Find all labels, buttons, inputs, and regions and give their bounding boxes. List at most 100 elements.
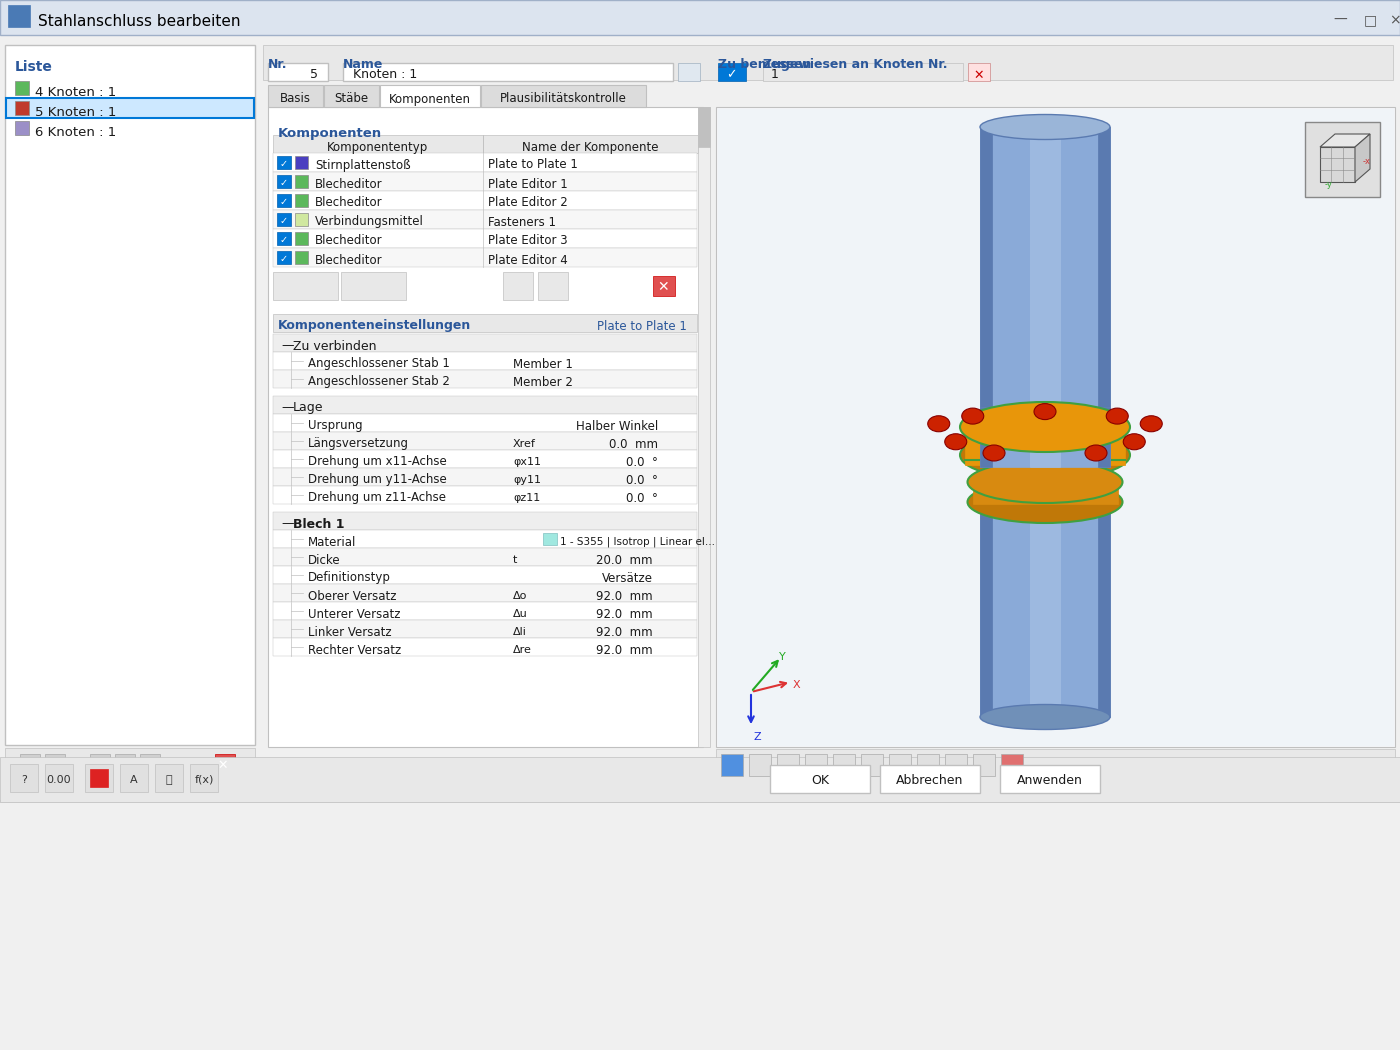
Bar <box>715 107 1394 747</box>
Bar <box>273 370 697 388</box>
Text: Drehung um z11-Achse: Drehung um z11-Achse <box>308 491 447 504</box>
Bar <box>45 764 73 792</box>
Text: 0.00: 0.00 <box>46 775 71 785</box>
Text: Δo: Δo <box>512 591 528 601</box>
Bar <box>295 156 308 169</box>
Text: Dicke: Dicke <box>308 553 340 567</box>
Bar <box>889 754 911 776</box>
Bar <box>263 45 1393 80</box>
Text: 0.0  °: 0.0 ° <box>626 491 658 504</box>
Text: Y: Y <box>778 652 785 662</box>
Bar <box>6 45 255 745</box>
Bar <box>342 272 406 300</box>
Bar <box>503 272 533 300</box>
Text: Drehung um x11-Achse: Drehung um x11-Achse <box>308 456 447 468</box>
Bar <box>1305 122 1380 197</box>
Text: φz11: φz11 <box>512 494 540 503</box>
Text: —: — <box>1333 13 1347 27</box>
Text: Δli: Δli <box>512 627 526 637</box>
Bar <box>45 754 64 774</box>
Text: Name der Komponente: Name der Komponente <box>522 141 658 153</box>
Text: ✓: ✓ <box>280 254 288 264</box>
Text: 5 Knoten : 1: 5 Knoten : 1 <box>35 106 116 120</box>
Bar <box>273 530 697 548</box>
Bar <box>267 107 703 747</box>
Text: Komponenteneinstellungen: Komponenteneinstellungen <box>279 319 472 333</box>
Text: ✓: ✓ <box>725 68 736 82</box>
Text: Plate to Plate 1: Plate to Plate 1 <box>489 159 578 171</box>
Bar <box>379 85 480 107</box>
Bar <box>273 191 697 210</box>
Text: □: □ <box>1364 13 1376 27</box>
Bar <box>273 512 697 530</box>
Bar <box>20 754 41 774</box>
Text: —: — <box>281 339 294 353</box>
Text: 🖥: 🖥 <box>165 775 172 785</box>
Text: 1: 1 <box>771 68 778 82</box>
Text: ✕: ✕ <box>657 280 669 294</box>
Bar <box>8 5 29 27</box>
Text: 6 Knoten : 1: 6 Knoten : 1 <box>35 126 116 140</box>
Bar <box>140 754 160 774</box>
Text: Blecheditor: Blecheditor <box>315 196 382 210</box>
Bar <box>1000 765 1100 793</box>
Text: OK: OK <box>811 775 829 788</box>
Bar <box>273 638 697 656</box>
Ellipse shape <box>967 481 1123 523</box>
Bar <box>273 272 337 300</box>
Bar <box>1098 407 1110 467</box>
Bar <box>0 0 1400 35</box>
Bar <box>1012 127 1044 717</box>
Text: 92.0  mm: 92.0 mm <box>596 626 652 638</box>
Bar <box>15 121 29 135</box>
Text: 0.0  °: 0.0 ° <box>626 474 658 486</box>
Text: Abbrechen: Abbrechen <box>896 775 963 788</box>
Bar <box>273 602 697 620</box>
Text: ✓: ✓ <box>280 178 288 188</box>
Bar <box>323 85 379 107</box>
Bar <box>718 109 1393 746</box>
Bar <box>273 135 483 153</box>
Text: Zu bemessen: Zu bemessen <box>718 58 812 71</box>
Bar <box>10 764 38 792</box>
Text: Unterer Versatz: Unterer Versatz <box>308 608 400 621</box>
Text: ✓: ✓ <box>280 159 288 169</box>
Text: Oberer Versatz: Oberer Versatz <box>308 589 396 603</box>
Ellipse shape <box>962 408 984 424</box>
Bar <box>90 754 111 774</box>
Text: Stirnplattenstoß: Stirnplattenstoß <box>315 159 410 171</box>
Bar <box>973 754 995 776</box>
Text: Definitionstyp: Definitionstyp <box>308 571 391 585</box>
Text: Plausibilitätskontrolle: Plausibilitätskontrolle <box>500 92 626 105</box>
Bar <box>833 754 855 776</box>
Text: 4 Knoten : 1: 4 Knoten : 1 <box>35 86 116 100</box>
Bar <box>277 251 291 264</box>
Bar <box>980 127 1012 717</box>
Text: Plate Editor 3: Plate Editor 3 <box>489 234 567 248</box>
Bar <box>295 194 308 207</box>
Bar <box>273 620 697 638</box>
Bar <box>777 754 799 776</box>
Bar <box>295 251 308 264</box>
Text: ×: × <box>1389 13 1400 27</box>
Bar <box>6 98 253 118</box>
Text: 92.0  mm: 92.0 mm <box>596 589 652 603</box>
Text: -x: -x <box>1364 158 1371 166</box>
Text: Blech 1: Blech 1 <box>293 518 344 530</box>
Bar <box>718 63 746 81</box>
Bar <box>6 748 255 783</box>
Bar <box>980 127 1110 717</box>
Text: Blecheditor: Blecheditor <box>315 234 382 248</box>
Bar <box>1001 754 1023 776</box>
Bar <box>0 757 1400 802</box>
Bar <box>1044 127 1077 717</box>
Bar <box>980 407 993 467</box>
Bar <box>273 486 697 504</box>
Ellipse shape <box>980 114 1110 140</box>
Ellipse shape <box>1123 434 1145 449</box>
Bar <box>267 63 328 81</box>
Bar <box>15 81 29 94</box>
Text: 20.0  mm: 20.0 mm <box>596 553 652 567</box>
Bar <box>715 749 1394 781</box>
Text: Member 1: Member 1 <box>512 357 573 371</box>
